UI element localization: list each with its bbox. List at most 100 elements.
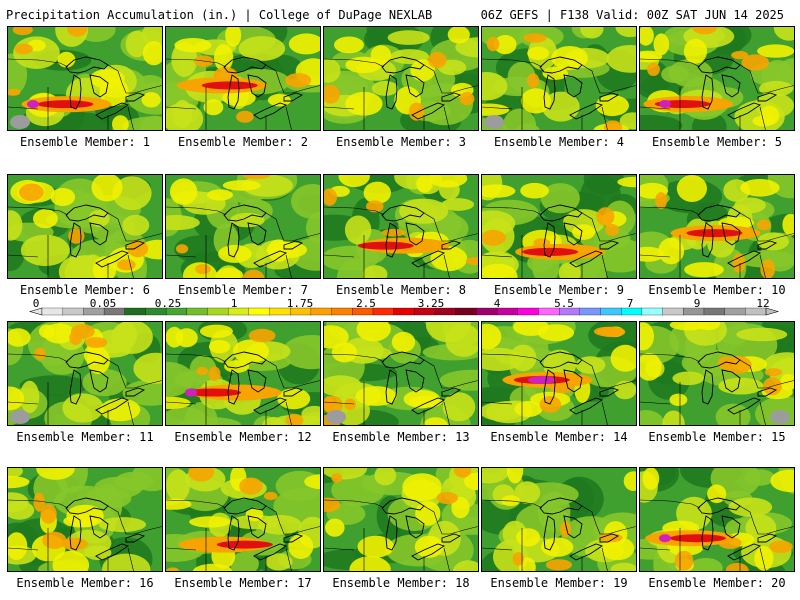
country-border xyxy=(8,499,162,535)
precipitation-field xyxy=(324,322,478,425)
great-lakes-outline xyxy=(65,204,146,268)
colorbar-segment xyxy=(372,307,395,316)
precipitation-field xyxy=(8,468,162,571)
state-borders xyxy=(8,235,134,278)
ensemble-member-label: Ensemble Member: 11 xyxy=(16,430,154,444)
precipitation-field xyxy=(324,468,478,571)
country-border xyxy=(8,58,162,94)
ensemble-member-label: Ensemble Member: 19 xyxy=(490,576,628,590)
colorbar-tick-label: 1 xyxy=(230,297,238,310)
state-borders xyxy=(482,528,608,571)
ensemble-member-map xyxy=(165,467,321,572)
state-borders xyxy=(8,528,134,571)
ensemble-member-label: Ensemble Member: 10 xyxy=(648,283,786,297)
ensemble-member-map xyxy=(165,26,321,131)
colorbar-tick-label: 0 xyxy=(32,297,40,310)
great-lakes-outline xyxy=(539,56,620,120)
colorbar-segment xyxy=(662,307,684,316)
great-lakes-outline xyxy=(223,351,304,415)
country-border xyxy=(640,353,794,389)
colorbar-segment xyxy=(517,307,539,316)
precipitation-field xyxy=(324,175,478,278)
ensemble-member-label: Ensemble Member: 14 xyxy=(490,430,628,444)
great-lakes-outline xyxy=(381,204,462,268)
ensemble-member-map xyxy=(7,467,163,572)
state-borders xyxy=(640,235,766,278)
state-borders xyxy=(324,235,450,278)
state-borders xyxy=(324,528,450,571)
state-borders xyxy=(166,87,292,130)
great-lakes-outline xyxy=(381,497,462,561)
great-lakes-outline xyxy=(697,204,778,268)
country-border xyxy=(640,499,794,535)
colorbar-segment xyxy=(600,307,622,316)
great-lakes-outline xyxy=(539,204,620,268)
precipitation-field xyxy=(8,27,162,130)
colorbar-tick-label: 1.75 xyxy=(286,297,314,310)
country-border xyxy=(482,58,636,94)
colorbar-tick-label: 4 xyxy=(493,297,501,310)
colorbar-tick-label: 0.05 xyxy=(89,297,117,310)
colorbar-max-arrow xyxy=(765,307,780,316)
ensemble-member-map xyxy=(481,26,637,131)
state-borders xyxy=(482,87,608,130)
ensemble-member-map xyxy=(165,321,321,426)
precipitation-field xyxy=(640,322,794,425)
ensemble-member-map xyxy=(639,467,795,572)
colorbar-segment xyxy=(248,307,271,316)
ensemble-member-map xyxy=(639,174,795,279)
precipitation-field xyxy=(482,322,636,425)
great-lakes-outline xyxy=(223,56,304,120)
state-borders xyxy=(166,528,292,571)
colorbar-segment xyxy=(455,307,477,316)
country-border xyxy=(482,353,636,389)
great-lakes-outline xyxy=(697,351,778,415)
ensemble-member-label: Ensemble Member: 13 xyxy=(332,430,470,444)
ensemble-member-label: Ensemble Member: 20 xyxy=(648,576,786,590)
colorbar-segment xyxy=(41,307,64,316)
ensemble-member-map xyxy=(481,174,637,279)
ensemble-member-label: Ensemble Member: 12 xyxy=(174,430,312,444)
country-border xyxy=(166,58,320,94)
ensemble-member-label: Ensemble Member: 9 xyxy=(493,283,625,297)
precipitation-field xyxy=(640,27,794,130)
country-border xyxy=(8,206,162,242)
country-border xyxy=(324,353,478,389)
state-borders xyxy=(324,87,450,130)
country-border xyxy=(324,499,478,535)
ensemble-member-map xyxy=(639,26,795,131)
ensemble-member-label: Ensemble Member: 1 xyxy=(19,135,151,149)
ensemble-member-map xyxy=(7,26,163,131)
precipitation-field xyxy=(482,468,636,571)
great-lakes-outline xyxy=(65,497,146,561)
precipitation-field xyxy=(640,175,794,278)
great-lakes-outline xyxy=(65,351,146,415)
product-title: Precipitation Accumulation (in.) | Colle… xyxy=(6,8,433,22)
great-lakes-outline xyxy=(697,497,778,561)
country-border xyxy=(482,499,636,535)
colorbar-segment xyxy=(641,307,664,316)
great-lakes-outline xyxy=(223,204,304,268)
great-lakes-outline xyxy=(539,497,620,561)
state-borders xyxy=(482,382,608,425)
colorbar-tick-label: 3.25 xyxy=(417,297,445,310)
precipitation-colorbar xyxy=(28,307,780,316)
great-lakes-outline xyxy=(381,351,462,415)
ensemble-member-label: Ensemble Member: 16 xyxy=(16,576,154,590)
country-border xyxy=(324,58,478,94)
country-border xyxy=(324,206,478,242)
ensemble-member-map xyxy=(7,321,163,426)
ensemble-member-label: Ensemble Member: 17 xyxy=(174,576,312,590)
colorbar-tick-label: 0.25 xyxy=(154,297,182,310)
ensemble-member-map xyxy=(7,174,163,279)
colorbar-tick-label: 2.5 xyxy=(356,297,376,310)
colorbar-segment xyxy=(724,307,746,316)
ensemble-member-map xyxy=(165,174,321,279)
precipitation-field xyxy=(8,175,162,278)
precipitation-field xyxy=(8,322,162,425)
state-borders xyxy=(482,235,608,278)
country-border xyxy=(166,353,320,389)
colorbar-tick-label: 12 xyxy=(756,297,770,310)
precipitation-field xyxy=(166,468,320,571)
country-border xyxy=(640,206,794,242)
